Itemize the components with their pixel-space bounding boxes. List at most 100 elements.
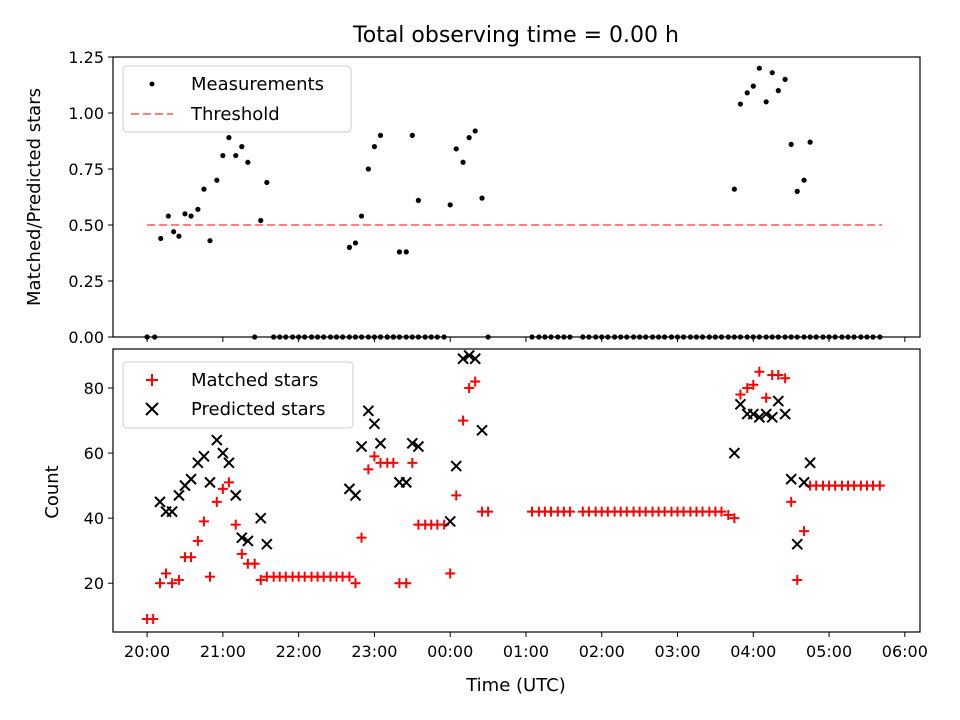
measurement-point xyxy=(731,186,737,192)
measurement-point xyxy=(308,334,315,340)
measurement-point xyxy=(466,135,472,141)
measurement-point xyxy=(346,244,353,250)
measurement-point xyxy=(144,334,150,340)
predicted-star-point xyxy=(242,535,254,547)
legend-predicted-label: Predicted stars xyxy=(191,399,325,420)
legend-matched-label: Matched stars xyxy=(191,370,318,391)
matched-star-point xyxy=(735,389,746,400)
predicted-star-point xyxy=(223,457,235,469)
matched-star-point xyxy=(173,574,184,585)
predicted-star-point xyxy=(236,531,248,544)
predicted-star-point xyxy=(362,405,375,417)
measurement-point xyxy=(593,334,599,340)
matched-star-point xyxy=(742,383,753,394)
matched-star-point xyxy=(754,366,765,377)
measurement-point xyxy=(422,334,428,340)
measurement-point xyxy=(171,229,177,235)
measurement-point xyxy=(731,334,737,340)
measurement-point xyxy=(358,334,365,340)
measurement-point xyxy=(548,334,554,340)
measurement-point xyxy=(775,88,781,94)
top-axes-frame xyxy=(112,56,921,338)
x-tick-label: 00:00 xyxy=(427,642,473,661)
measurement-point xyxy=(415,197,421,203)
measurement-point xyxy=(233,152,239,159)
predicted-star-point xyxy=(173,489,185,502)
measurement-point xyxy=(801,334,807,340)
measurement-point xyxy=(384,334,390,340)
matched-star-point xyxy=(874,480,885,491)
legend-measurements-marker xyxy=(149,81,155,87)
predicted-star-point xyxy=(779,408,791,420)
predicted-star-point xyxy=(204,476,216,489)
measurement-point xyxy=(434,334,440,340)
matched-star-point xyxy=(223,477,234,488)
predicted-star-point xyxy=(444,515,456,528)
predicted-star-point xyxy=(255,512,267,524)
measurement-point xyxy=(637,334,643,340)
matched-star-point xyxy=(204,571,215,582)
matched-star-point xyxy=(167,578,178,589)
matched-star-point xyxy=(363,464,374,475)
measurement-point xyxy=(365,166,371,172)
bottom-y-axis-label: Count xyxy=(42,465,63,518)
predicted-star-point xyxy=(760,408,772,420)
measurement-point xyxy=(365,334,371,340)
matched-star-point xyxy=(401,578,412,589)
measurement-point xyxy=(152,334,158,340)
chart-title: Total observing time = 0.00 h xyxy=(352,23,679,48)
measurement-point xyxy=(529,334,535,340)
measurement-point xyxy=(769,334,775,340)
legend-threshold-label: Threshold xyxy=(190,104,280,125)
measurement-point xyxy=(339,334,346,340)
measurement-point xyxy=(415,334,421,340)
measurement-point xyxy=(201,186,207,192)
legend-predicted-marker xyxy=(145,402,159,416)
predicted-star-point xyxy=(734,398,747,411)
measurement-point xyxy=(555,334,561,340)
x-tick-label: 01:00 xyxy=(503,642,549,661)
predicted-star-point xyxy=(469,353,481,365)
y-tick-label: 1.00 xyxy=(68,104,104,123)
measurement-point xyxy=(371,334,378,340)
matched-star-point xyxy=(356,532,367,543)
measurement-point xyxy=(807,139,813,145)
measurement-point xyxy=(277,334,283,340)
measurement-point xyxy=(352,334,359,340)
measurement-point xyxy=(252,334,258,340)
matched-star-point xyxy=(249,558,260,569)
matched-star-point xyxy=(470,376,481,387)
measurement-point xyxy=(188,213,194,219)
measurement-point xyxy=(668,334,675,340)
predicted-star-point xyxy=(261,538,273,550)
x-tick-label: 21:00 xyxy=(200,642,246,661)
top-y-axis-label: Matched/Predicted stars xyxy=(24,88,45,306)
measurement-point xyxy=(447,202,453,208)
measurement-point xyxy=(371,144,378,150)
matched-star-point xyxy=(799,526,810,537)
measurement-point xyxy=(536,334,542,340)
matched-star-point xyxy=(780,373,791,384)
x-tick-label: 03:00 xyxy=(654,642,700,661)
matched-star-point xyxy=(748,379,759,390)
measurement-point xyxy=(782,334,788,340)
legend-matched-marker xyxy=(146,374,158,386)
bottom-legend-box xyxy=(122,361,354,429)
legend-measurements-label: Measurements xyxy=(191,74,324,95)
matched-star-point xyxy=(729,513,740,524)
measurement-point xyxy=(580,334,586,340)
y-tick-label: 0.00 xyxy=(68,328,104,347)
measurement-point xyxy=(220,152,226,159)
measurement-point xyxy=(737,101,744,107)
measurement-point xyxy=(794,188,800,194)
measurement-point xyxy=(403,334,409,340)
predicted-star-point xyxy=(753,411,766,424)
measurement-point xyxy=(832,334,838,340)
predicted-star-point xyxy=(450,460,462,472)
predicted-star-point xyxy=(400,476,412,489)
matched-star-point xyxy=(792,574,803,585)
measurement-point xyxy=(763,99,769,105)
predicted-star-point xyxy=(355,440,368,453)
predicted-star-point xyxy=(185,473,197,485)
measurement-point xyxy=(662,334,668,340)
